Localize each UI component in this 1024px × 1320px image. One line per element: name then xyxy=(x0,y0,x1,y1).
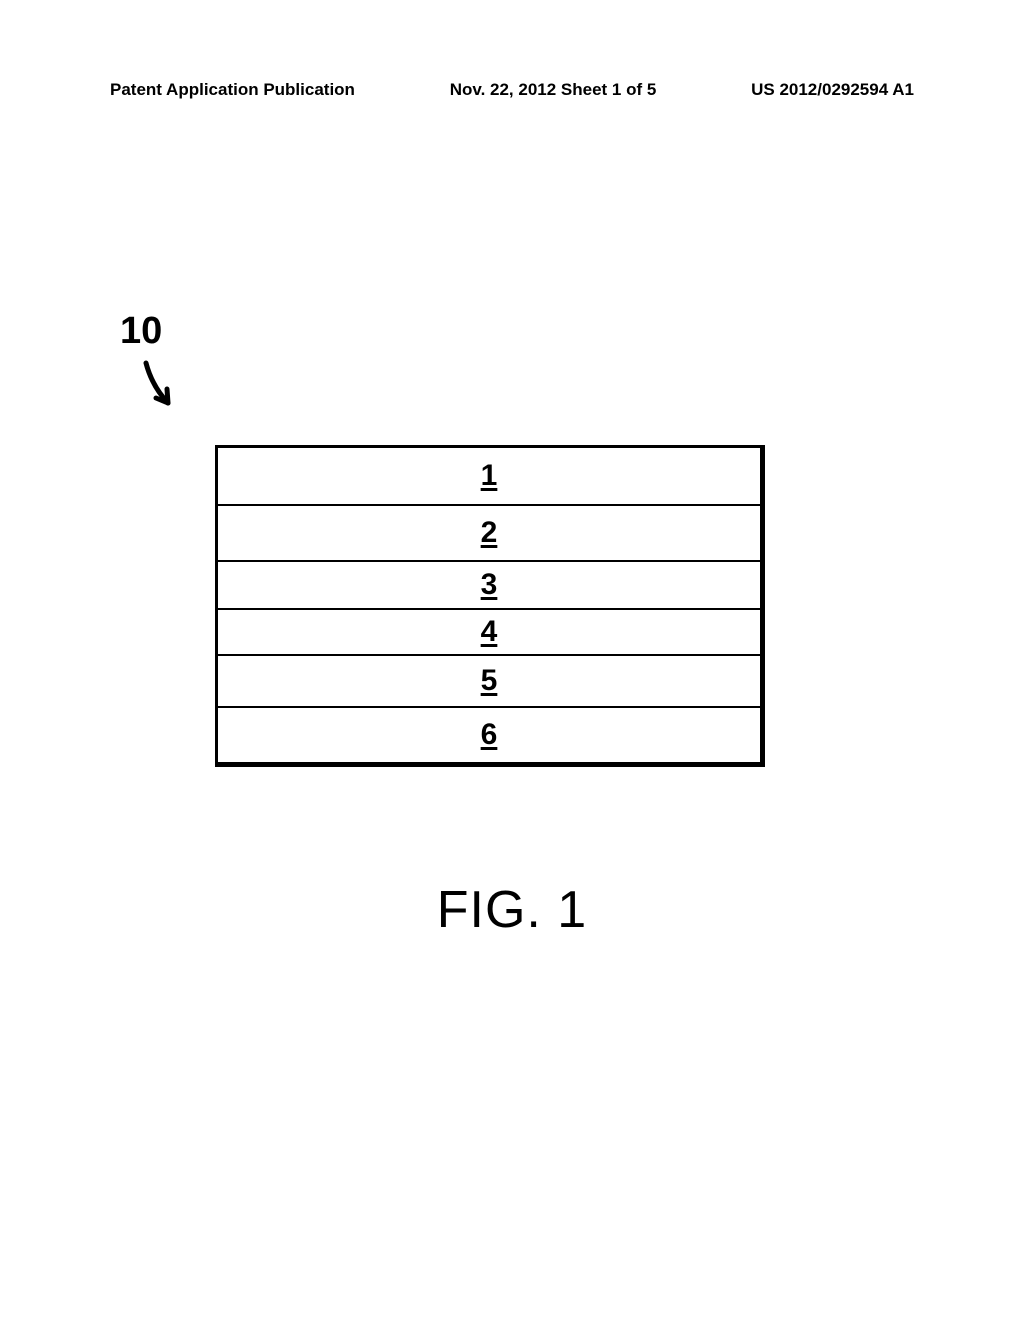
layer-row: 4 xyxy=(218,610,760,656)
layer-number: 6 xyxy=(481,718,498,752)
layer-number: 4 xyxy=(481,615,498,649)
layer-number: 1 xyxy=(481,459,498,493)
layer-number: 2 xyxy=(481,516,498,550)
layer-row: 6 xyxy=(218,708,760,762)
figure-label: FIG. 1 xyxy=(0,880,1024,940)
layer-row: 5 xyxy=(218,656,760,708)
page-header: Patent Application Publication Nov. 22, … xyxy=(0,80,1024,100)
layer-row: 1 xyxy=(218,448,760,506)
header-right-text: US 2012/0292594 A1 xyxy=(751,80,914,100)
header-center-text: Nov. 22, 2012 Sheet 1 of 5 xyxy=(450,80,657,100)
layer-number: 3 xyxy=(481,568,498,602)
layer-row: 2 xyxy=(218,506,760,562)
reference-numeral: 10 xyxy=(120,310,162,353)
layer-number: 5 xyxy=(481,664,498,698)
reference-arrow xyxy=(138,358,188,418)
layer-stack-diagram: 1 2 3 4 5 6 xyxy=(215,445,765,767)
header-left-text: Patent Application Publication xyxy=(110,80,355,100)
layer-row: 3 xyxy=(218,562,760,610)
